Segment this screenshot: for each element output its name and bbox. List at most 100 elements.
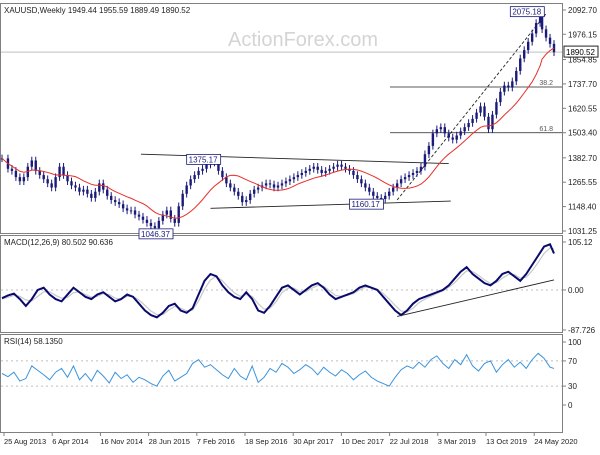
price-candle-body xyxy=(133,210,137,215)
price-candle-body xyxy=(344,166,347,169)
price-candle-body xyxy=(304,170,307,173)
price-candle-body xyxy=(411,172,415,176)
price-candle-body xyxy=(78,187,81,192)
x-tick-label: 24 May 2020 xyxy=(534,437,577,446)
price-candle-body xyxy=(407,175,411,178)
price-candle-body xyxy=(372,191,375,196)
price-ytick-label: 1976.15 xyxy=(568,30,597,39)
price-candle-body xyxy=(58,166,61,178)
price-candle-body xyxy=(106,189,109,196)
price-candle-body xyxy=(54,177,57,188)
price-candle-body xyxy=(38,170,41,176)
price-candle-body xyxy=(380,197,383,199)
rsi-ytick-label: 70 xyxy=(568,357,577,366)
price-candle-body xyxy=(507,85,510,88)
price-candle-body xyxy=(487,116,490,130)
price-candle-body xyxy=(189,179,192,186)
price-candle-body xyxy=(94,191,97,198)
price-candle-body xyxy=(272,184,276,188)
x-tick-label: 13 Oct 2019 xyxy=(486,437,527,446)
price-candle-body xyxy=(177,206,180,223)
x-tick-label: 10 Dec 2017 xyxy=(341,437,384,446)
price-candle-body xyxy=(391,187,395,192)
x-tick-label: 16 Nov 2014 xyxy=(100,437,143,446)
price-candle-body xyxy=(495,102,498,115)
price-candle-body xyxy=(368,187,371,192)
price-candle-body xyxy=(320,169,323,173)
price-candle-body xyxy=(157,220,161,228)
price-candle-body xyxy=(360,179,363,184)
macd-panel-frame xyxy=(0,235,563,333)
x-tick-label: 25 Aug 2013 xyxy=(4,437,46,446)
price-candle-body xyxy=(447,133,450,138)
price-candle-body xyxy=(117,202,121,205)
price-candle-body xyxy=(46,179,49,184)
price-candle-body xyxy=(455,135,458,140)
macd-ytick-label: 105.12 xyxy=(568,238,593,247)
price-candle-body xyxy=(153,226,157,228)
price-candle-body xyxy=(435,129,439,134)
price-candle-body xyxy=(431,133,435,146)
rsi-panel-frame xyxy=(0,334,563,433)
price-candle-body xyxy=(229,183,232,188)
price-annotation-label: 1160.17 xyxy=(351,200,380,209)
price-candle-body xyxy=(197,170,200,176)
macd-ytick-label: 0.00 xyxy=(568,286,584,295)
price-ytick-label: 1382.70 xyxy=(568,154,597,163)
rsi-line xyxy=(1,352,555,387)
price-candle-body xyxy=(443,127,446,134)
macd-layer xyxy=(1,243,555,319)
price-candle-body xyxy=(70,181,73,186)
price-candle-body xyxy=(50,183,53,188)
price-candle-body xyxy=(534,23,538,34)
price-candle-body xyxy=(423,154,427,167)
price-candle-body xyxy=(268,183,272,185)
macd-legend: MACD(12,26,9) 80.502 90.636 xyxy=(4,238,114,247)
price-candle-body xyxy=(252,189,256,194)
price-candle-body xyxy=(288,179,292,182)
price-candle-body xyxy=(245,200,248,203)
price-candle-body xyxy=(217,162,220,171)
projection-trendline xyxy=(396,13,547,201)
price-candle-body xyxy=(336,164,339,167)
price-candle-body xyxy=(395,183,399,188)
price-candle-body xyxy=(439,127,443,130)
current-price-box xyxy=(563,45,599,58)
price-candle-body xyxy=(280,183,284,186)
price-candle-body xyxy=(125,208,129,211)
price-ytick-label: 1854.85 xyxy=(568,56,597,65)
price-candle-body xyxy=(201,168,204,171)
price-candle-body xyxy=(205,164,208,169)
price-annotation-box xyxy=(186,153,222,165)
price-candle-body xyxy=(18,177,22,182)
price-annotation-box xyxy=(509,6,545,18)
price-candle-body xyxy=(544,29,548,38)
price-candle-body xyxy=(427,145,431,155)
price-candle-body xyxy=(42,175,45,180)
price-candle-body xyxy=(185,185,188,194)
price-candle-body xyxy=(540,13,544,30)
retracement-label: 61.8 xyxy=(539,126,553,133)
macd-line xyxy=(1,243,555,319)
price-candle-body xyxy=(173,218,176,223)
price-candle-body xyxy=(149,222,153,227)
price-candle-body xyxy=(499,91,502,103)
price-candle-body xyxy=(403,177,407,180)
price-candle-body xyxy=(475,112,478,119)
price-candle-body xyxy=(22,177,26,182)
price-candle-body xyxy=(515,70,518,82)
grid-layer xyxy=(1,289,562,387)
rsi-ytick-label: 0 xyxy=(568,401,573,410)
watermark: ActionForex.com xyxy=(228,29,378,51)
price-candle-body xyxy=(110,195,113,201)
price-candle-body xyxy=(511,81,514,88)
price-annotation-box xyxy=(138,228,174,240)
price-candle-body xyxy=(467,122,470,128)
price-candle-body xyxy=(237,191,240,196)
price-candle-body xyxy=(276,185,280,188)
price-candle-body xyxy=(526,41,530,51)
macd-support-trendline xyxy=(397,279,555,317)
price-candle-body xyxy=(308,168,311,171)
price-candle-body xyxy=(324,170,327,173)
